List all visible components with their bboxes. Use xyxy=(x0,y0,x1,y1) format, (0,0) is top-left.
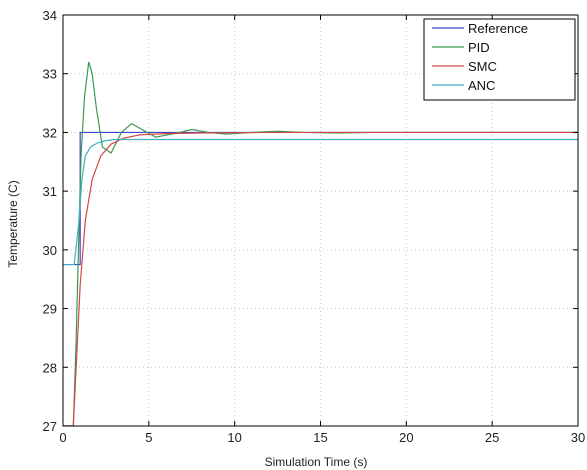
x-tick-label: 0 xyxy=(59,430,66,445)
x-tick-label: 15 xyxy=(313,430,327,445)
legend-label-reference: Reference xyxy=(468,21,528,36)
y-tick-label: 31 xyxy=(43,184,57,199)
y-tick-label: 34 xyxy=(43,8,57,23)
series-line-anc xyxy=(63,138,578,266)
series-group xyxy=(63,61,578,426)
y-tick-label: 32 xyxy=(43,125,57,140)
y-tick-label: 30 xyxy=(43,243,57,258)
ticks: 0 5 10 15 20 25 30 27 28 29 30 31 32 33 34 xyxy=(43,8,586,445)
x-tick-label: 25 xyxy=(485,430,499,445)
x-tick-label: 10 xyxy=(227,430,241,445)
x-tick-label: 20 xyxy=(399,430,413,445)
y-tick-label: 33 xyxy=(43,67,57,82)
x-axis-label: Simulation Time (s) xyxy=(265,455,368,469)
y-axis-label: Temperature (C) xyxy=(6,180,20,267)
legend-label-anc: ANC xyxy=(468,78,495,93)
series-line-reference xyxy=(63,131,578,266)
y-tick-label: 29 xyxy=(43,302,57,317)
legend: Reference PID SMC ANC xyxy=(423,18,576,101)
x-tick-label: 30 xyxy=(571,430,585,445)
y-tick-label: 28 xyxy=(43,360,57,375)
y-tick-label: 27 xyxy=(43,419,57,434)
legend-label-pid: PID xyxy=(468,40,490,55)
legend-box xyxy=(423,18,576,101)
series-line-smc xyxy=(63,131,578,426)
legend-label-smc: SMC xyxy=(468,59,497,74)
x-tick-label: 5 xyxy=(145,430,152,445)
